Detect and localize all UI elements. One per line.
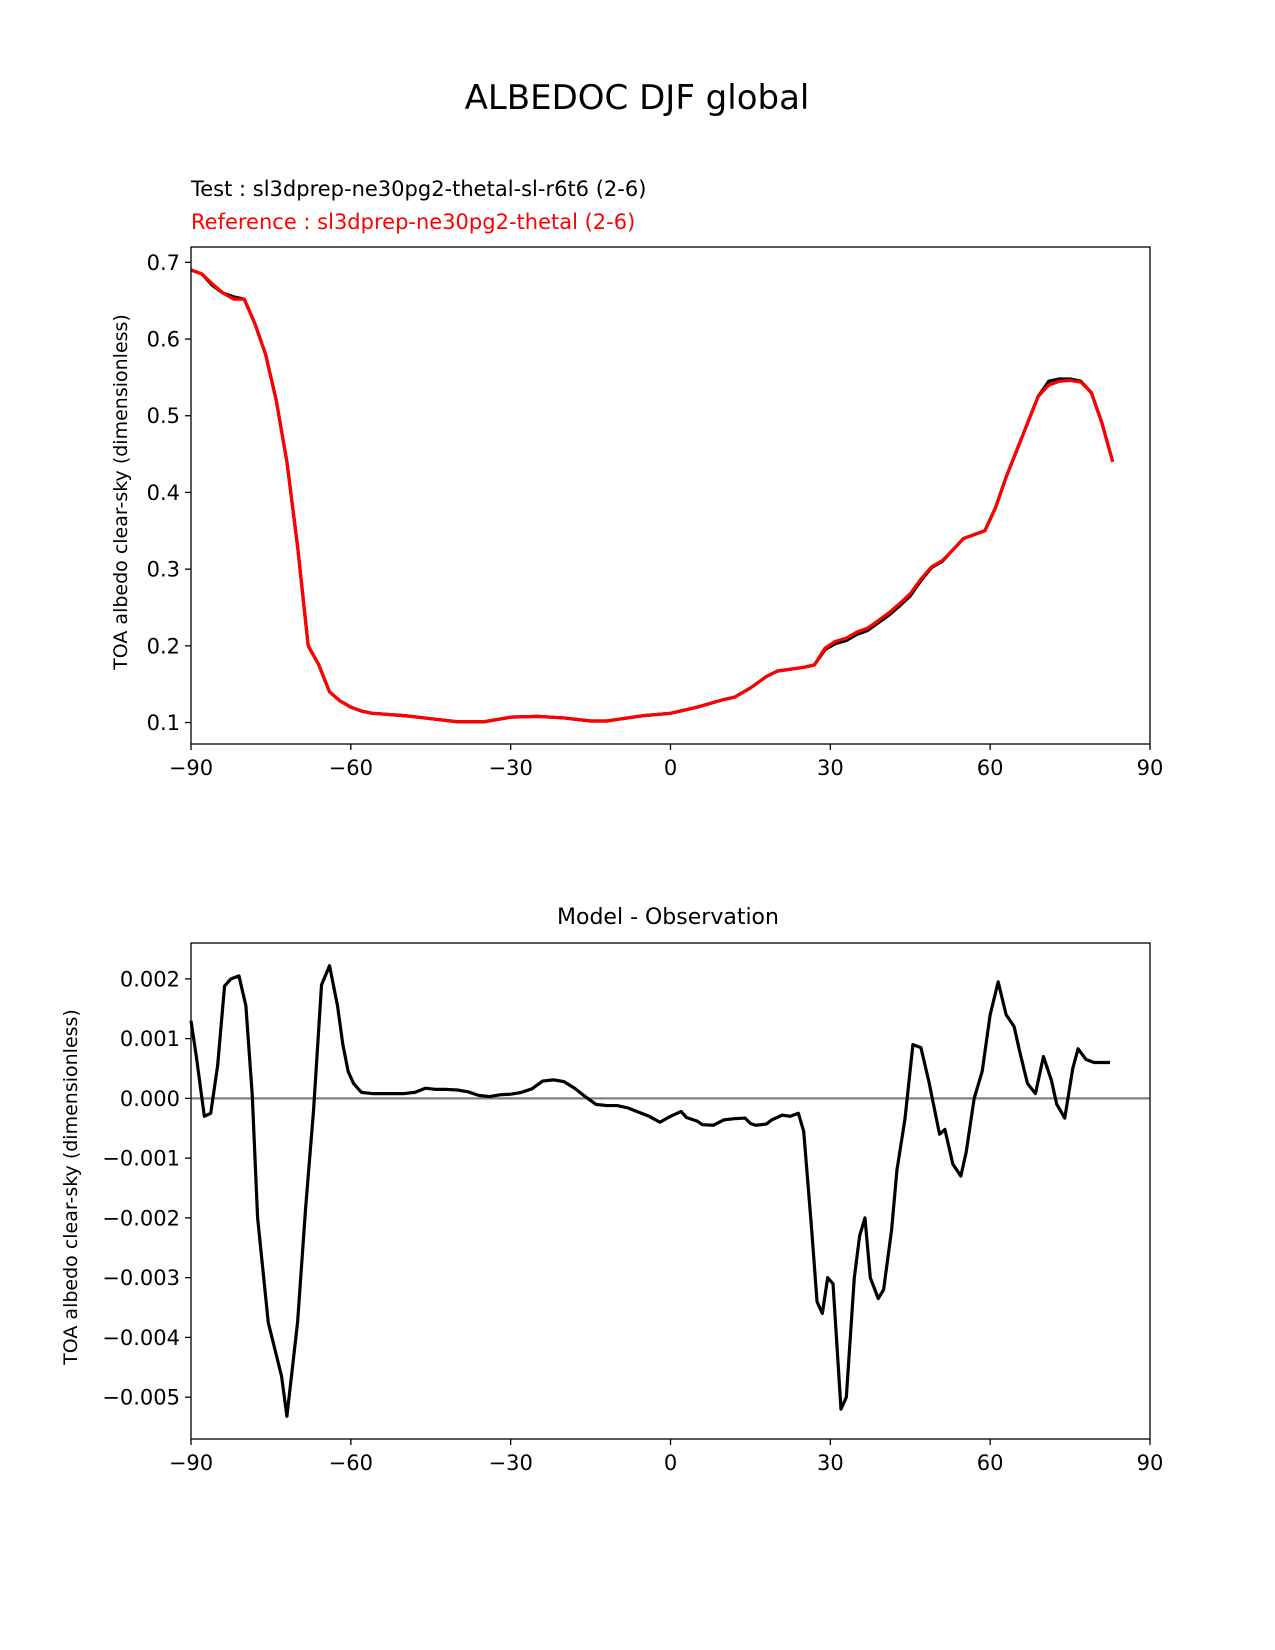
bottom-y-tick-label: −0.004: [102, 1326, 180, 1350]
bottom-x-tick-label: −30: [489, 1451, 533, 1475]
top-chart: Test : sl3dprep-ne30pg2-thetal-sl-r6t6 (…: [110, 177, 1163, 780]
top-y-tick-label: 0.3: [147, 558, 180, 582]
bottom-plot-area: −90 −60 −30 0 30 60 90 −0.005 −0.004 −0.003 −0.002…: [102, 942, 1164, 1475]
top-x-tick-label: −60: [329, 756, 373, 780]
bottom-y-tick-label: −0.002: [102, 1206, 180, 1230]
top-y-tick-label: 0.7: [147, 251, 180, 275]
bottom-x-tick-label: 60: [977, 1451, 1004, 1475]
top-plot-area: −90 −60 −30 0 30 60 90 0.1 0.2 0.3 0.4 0.5 0.6 0.7: [147, 246, 1164, 780]
bottom-y-tick-label: −0.005: [102, 1386, 180, 1410]
top-x-tick-label: −30: [489, 756, 533, 780]
bottom-x-tick-label: −90: [169, 1451, 213, 1475]
top-y-tick-label: 0.6: [147, 328, 180, 352]
bottom-y-tick-label: −0.003: [102, 1266, 180, 1290]
top-series-line-reference: [190, 268, 1115, 724]
bottom-chart: Model - Observation TOA albedo clear-sky…: [60, 905, 1163, 1475]
bottom-series-line-difference: [189, 964, 1111, 1418]
reference-label: Reference : sl3dprep-ne30pg2-thetal (2-6…: [191, 210, 635, 234]
bottom-x-tick-label: 30: [817, 1451, 844, 1475]
top-y-tick-label: 0.1: [147, 711, 180, 735]
bottom-y-tick-label: 0.000: [120, 1087, 180, 1111]
bottom-x-tick-label: 0: [664, 1451, 677, 1475]
top-y-tick-label: 0.4: [147, 481, 180, 505]
bottom-y-axis-label: TOA albedo clear-sky (dimensionless): [60, 1009, 82, 1366]
top-series-line-test: [190, 268, 1115, 724]
top-y-axis-label: TOA albedo clear-sky (dimensionless): [110, 314, 132, 671]
test-label: Test : sl3dprep-ne30pg2-thetal-sl-r6t6 (…: [190, 177, 646, 201]
figure-title: ALBEDOC DJF global: [465, 78, 810, 118]
bottom-y-tick-label: −0.001: [102, 1147, 180, 1171]
bottom-x-tick-label: −60: [329, 1451, 373, 1475]
top-x-tick-label: 30: [817, 756, 844, 780]
bottom-x-tick-label: 90: [1137, 1451, 1164, 1475]
bottom-y-tick-label: 0.002: [120, 967, 180, 991]
top-axes-frame: [190, 246, 1151, 745]
top-x-tick-label: 0: [664, 756, 677, 780]
top-y-tick-label: 0.5: [147, 404, 180, 428]
top-x-tick-label: 60: [977, 756, 1004, 780]
top-x-tick-label: −90: [169, 756, 213, 780]
bottom-chart-title: Model - Observation: [557, 905, 779, 930]
bottom-y-tick-label: 0.001: [120, 1027, 180, 1051]
top-x-tick-label: 90: [1137, 756, 1164, 780]
top-y-tick-label: 0.2: [147, 634, 180, 658]
